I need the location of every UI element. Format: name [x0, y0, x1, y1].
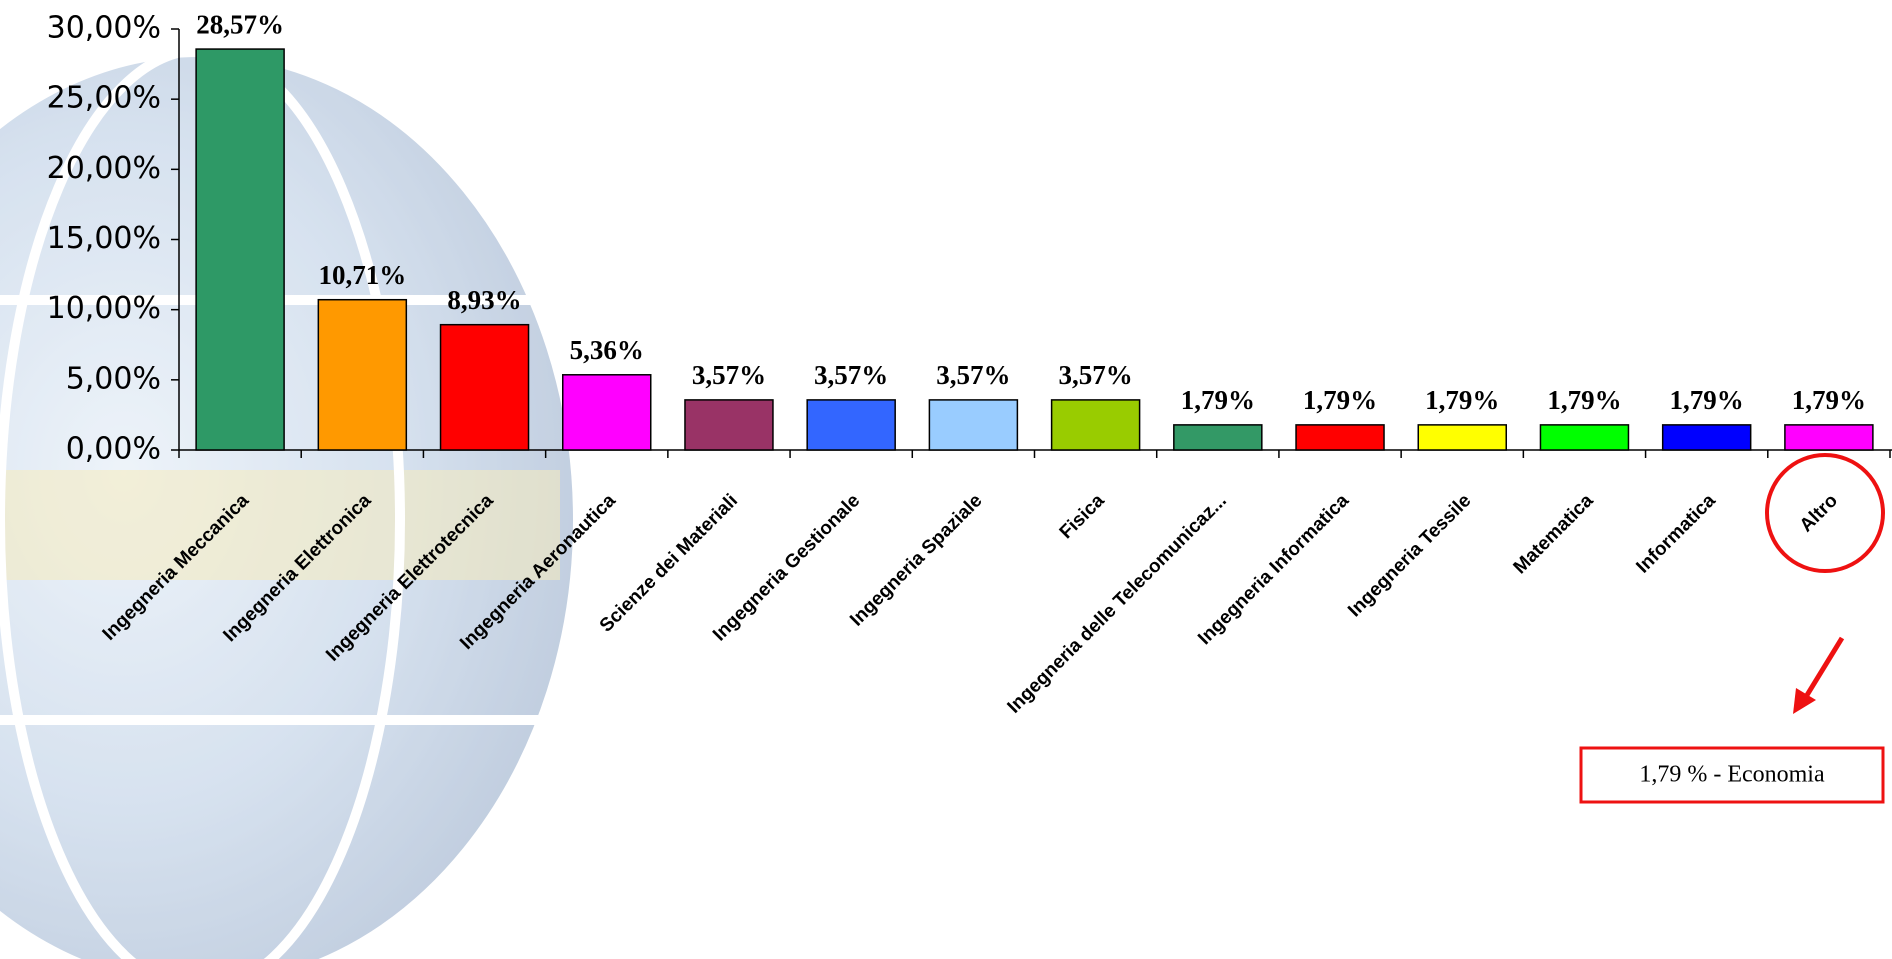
value-label: 1,79%	[1792, 385, 1866, 415]
value-label: 3,57%	[814, 360, 888, 390]
bar	[684, 399, 774, 451]
value-label: 5,36%	[570, 335, 644, 365]
x-tick-label: Scienze dei Materiali	[596, 490, 742, 636]
value-label: 1,79%	[1425, 385, 1499, 415]
callout: 1,79 % - Economia	[1579, 453, 1885, 804]
value-label: 28,57%	[196, 9, 284, 39]
value-label: 10,71%	[318, 260, 406, 290]
bar	[1295, 424, 1385, 451]
y-tick-label: 15,00%	[47, 221, 161, 256]
bar	[317, 298, 408, 451]
y-tick-label: 20,00%	[47, 151, 161, 186]
bar	[806, 399, 896, 451]
bar	[562, 374, 652, 451]
x-tick-label: Ingegneria delle Telecomunicaz...	[1004, 490, 1231, 717]
value-label: 1,79%	[1181, 385, 1255, 415]
value-label: 1,79%	[1547, 385, 1621, 415]
x-tick-label: Altro	[1796, 490, 1842, 536]
value-label: 8,93%	[447, 285, 521, 315]
bar	[1173, 424, 1263, 451]
x-tick-label: Fisica	[1056, 490, 1109, 543]
x-tick-label: Informatica	[1632, 490, 1720, 578]
y-tick-label: 10,00%	[47, 291, 161, 326]
bar	[928, 399, 1019, 451]
x-tick-label: Matematica	[1510, 490, 1598, 578]
value-label: 3,57%	[1058, 360, 1132, 390]
x-tick-label: Ingegneria Spaziale	[846, 490, 986, 630]
bar	[1784, 424, 1874, 451]
bar	[1050, 399, 1141, 451]
value-label: 3,57%	[692, 360, 766, 390]
y-tick-label: 30,00%	[47, 11, 161, 46]
bar	[1539, 424, 1630, 451]
value-label: 3,57%	[936, 360, 1010, 390]
bar	[439, 323, 530, 451]
y-tick-label: 5,00%	[66, 361, 161, 396]
x-tick-label: Ingegneria Tessile	[1344, 490, 1475, 621]
annotation: 1,79 % - Economia	[1639, 762, 1825, 788]
value-label: 1,79%	[1670, 385, 1744, 415]
bar	[1661, 424, 1752, 451]
bar	[195, 48, 285, 451]
value-label: 1,79%	[1303, 385, 1377, 415]
y-tick-label: 25,00%	[47, 81, 161, 116]
y-tick-label: 0,00%	[66, 432, 161, 467]
bar	[1417, 424, 1507, 451]
